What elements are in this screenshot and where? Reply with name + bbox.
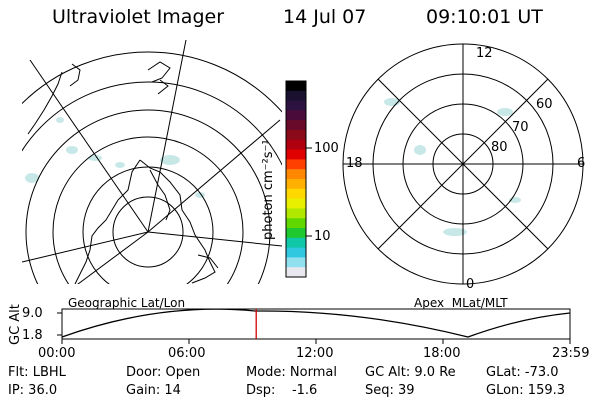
colorbar-swatch [286, 81, 306, 92]
colorbar-unit-label: photon cm⁻²s⁻¹ [261, 139, 276, 240]
dsp-info: Dsp: -1.6 [246, 383, 318, 398]
altitude-plot [57, 308, 571, 344]
mlt-label-6: 6 [577, 156, 586, 171]
altitude-ylabel: GC Alt [8, 304, 23, 345]
colorbar-swatch [286, 90, 306, 102]
colorbar-swatch [286, 159, 306, 170]
mlat-label-60: 60 [536, 97, 553, 112]
colorbar-swatch [286, 120, 306, 131]
mlat-label-80: 80 [491, 140, 508, 155]
colorbar-swatch [286, 139, 306, 151]
gc-alt-info: GC Alt: 9.0 Re [365, 365, 456, 380]
colorbar [285, 80, 312, 278]
colorbar-swatch [286, 267, 306, 278]
colorbar-tick-100: 100 [314, 141, 339, 156]
colorbar-swatch [286, 130, 306, 141]
aurora-emission [25, 117, 205, 198]
colorbar-swatch [286, 100, 306, 111]
colorbar-swatch [286, 208, 306, 219]
colorbar-swatch [286, 169, 306, 180]
colorbar-swatch [286, 247, 306, 258]
ip-info: IP: 36.0 [8, 383, 58, 398]
mode-info: Mode: Normal [246, 365, 337, 380]
gain-info: Gain: 14 [126, 383, 181, 398]
altitude-ytick-1-8: 1.8 [22, 328, 43, 343]
colorbar-swatch [286, 218, 306, 229]
colorbar-swatch [286, 149, 306, 160]
colorbar-swatch [286, 228, 306, 239]
mlt-label-12: 12 [476, 46, 493, 61]
colorbar-tick-10: 10 [314, 229, 331, 244]
filter-info: Flt: LBHL [8, 365, 66, 380]
glat-info: GLat: -73.0 [486, 365, 559, 380]
coastlines [27, 61, 219, 284]
apex-polar-plot [342, 43, 584, 285]
door-info: Door: Open [126, 365, 201, 380]
instrument-title: Ultraviolet Imager [52, 6, 225, 28]
geographic-panel-label: Geographic Lat/Lon [68, 296, 186, 310]
colorbar-swatch [286, 237, 306, 249]
seq-info: Seq: 39 [365, 383, 415, 398]
apex-panel-label: Apex MLat/MLT [414, 296, 508, 310]
mlt-lines [343, 44, 583, 284]
meridian-lines [22, 39, 282, 284]
time-label: 09:10:01 UT [426, 6, 543, 28]
geographic-map [22, 39, 282, 284]
altitude-xtick-2359: 23:59 [552, 346, 590, 361]
altitude-xtick-0000: 00:00 [38, 346, 76, 361]
altitude-xtick-1200: 12:00 [296, 346, 334, 361]
mlt-label-0: 0 [466, 277, 475, 292]
aurora-emission-magnetic [384, 98, 521, 236]
altitude-xtick-1800: 18:00 [423, 346, 461, 361]
date-label: 14 Jul 07 [283, 6, 367, 28]
mlat-label-70: 70 [512, 120, 529, 135]
colorbar-swatch [286, 198, 306, 209]
mlt-label-18: 18 [346, 156, 363, 171]
altitude-xtick-0600: 06:00 [168, 346, 206, 361]
altitude-ytick-9: 9.0 [22, 306, 43, 321]
colorbar-swatch [286, 179, 306, 190]
colorbar-swatch [286, 110, 306, 121]
colorbar-swatch [286, 188, 306, 200]
colorbar-swatch [286, 257, 306, 268]
latitude-circles [22, 51, 282, 284]
glon-info: GLon: 159.3 [486, 383, 566, 398]
